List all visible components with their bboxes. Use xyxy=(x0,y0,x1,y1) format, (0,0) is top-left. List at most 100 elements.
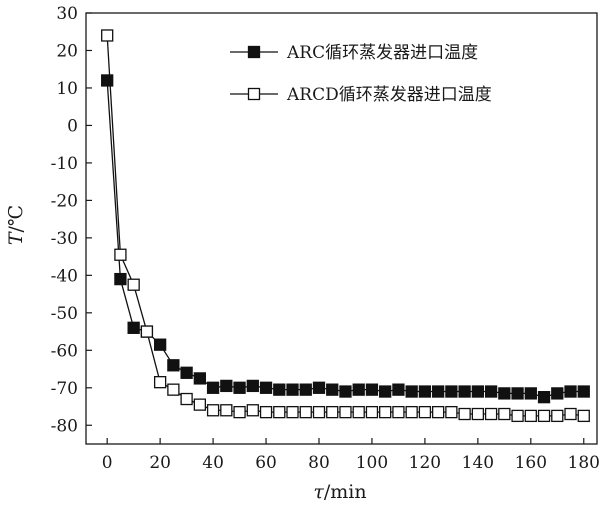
series-1-point xyxy=(339,385,352,398)
series-2-point xyxy=(418,405,432,419)
y-tick-label: -60 xyxy=(51,341,78,361)
series-1-point xyxy=(246,379,259,393)
series-2-point xyxy=(312,405,326,419)
series-2-point xyxy=(484,407,498,421)
series-1-point xyxy=(458,385,471,398)
series-2-point xyxy=(273,405,286,419)
x-axis-label-var: τ xyxy=(313,481,324,503)
series-1-point xyxy=(193,372,206,385)
series-1-point xyxy=(206,381,220,394)
series-1-point xyxy=(352,383,365,396)
series-2-point xyxy=(259,405,273,419)
x-tick-label: 100 xyxy=(356,453,388,473)
legend-marker xyxy=(247,87,261,101)
series-2-point xyxy=(352,405,365,419)
series-1-point xyxy=(299,383,312,396)
series-1-line xyxy=(106,80,584,398)
y-tick-label: -30 xyxy=(51,229,78,249)
x-axis: 0 20 40 60 80 100 120 140 160 180 xyxy=(102,438,600,473)
series-2-point xyxy=(405,405,418,419)
y-axis-label-var: T xyxy=(5,231,27,245)
series-2-point xyxy=(431,405,445,419)
y-tick-label: -10 xyxy=(51,154,78,174)
y-tick-label: -80 xyxy=(51,416,78,436)
x-tick-label: 60 xyxy=(255,453,277,473)
series-1-point xyxy=(511,387,524,400)
series-2-point xyxy=(101,29,114,42)
plot-frame xyxy=(85,12,598,445)
series-2-point xyxy=(551,409,564,423)
legend-item-1: ARC循环蒸发器进口温度 xyxy=(230,43,478,63)
series-1-point xyxy=(220,379,233,393)
x-tick-label: 40 xyxy=(202,453,224,473)
y-tick-label: 0 xyxy=(67,116,78,136)
series-2 xyxy=(101,29,590,423)
series-1-point xyxy=(484,385,498,398)
series-2-point xyxy=(458,407,471,421)
series-2-point xyxy=(498,407,511,421)
y-tick-label: -70 xyxy=(51,379,78,399)
series-2-point xyxy=(577,409,590,423)
x-tick-label: 0 xyxy=(102,453,113,473)
series-2-point xyxy=(167,383,180,396)
series-2-point xyxy=(114,248,127,261)
series-1-point xyxy=(127,321,140,334)
y-axis: 30 20 10 0 -10 -20 -30 -40 -50 -60 -70 -80 xyxy=(51,4,92,436)
series-2-point xyxy=(153,376,167,389)
series-1-point xyxy=(114,272,127,286)
x-tick-label: 180 xyxy=(568,453,600,473)
series-2-point xyxy=(471,407,485,421)
series-1-point xyxy=(577,385,590,398)
series-1-point xyxy=(445,385,458,398)
series-2-point xyxy=(564,407,577,421)
legend-marker xyxy=(247,45,261,59)
series-2-point xyxy=(339,405,352,419)
x-tick-label: 140 xyxy=(462,453,494,473)
x-axis-label-unit: /min xyxy=(324,481,367,503)
series-1-point xyxy=(498,387,511,400)
legend: ARC循环蒸发器进口温度 ARCD循环蒸发器进口温度 xyxy=(230,43,492,105)
series-1 xyxy=(101,74,590,404)
series-2-point xyxy=(379,405,392,419)
x-tick-label: 160 xyxy=(515,453,547,473)
series-1-point xyxy=(379,385,392,398)
series-2-point xyxy=(233,405,246,419)
series-2-point xyxy=(326,405,339,419)
series-2-point xyxy=(220,404,233,417)
series-2-point xyxy=(392,405,405,419)
series-1-point xyxy=(101,74,114,87)
legend-label: ARC循环蒸发器进口温度 xyxy=(286,43,478,63)
series-1-point xyxy=(180,366,193,379)
series-layer xyxy=(101,29,590,423)
series-2-point xyxy=(511,409,524,423)
series-1-point xyxy=(286,383,299,396)
x-axis-label: τ/min xyxy=(313,481,366,503)
y-axis-label: T/℃ xyxy=(5,205,27,245)
series-1-point xyxy=(167,359,180,372)
series-2-point xyxy=(127,278,140,291)
series-1-point xyxy=(405,385,418,398)
series-2-point xyxy=(206,404,220,417)
series-1-point xyxy=(259,381,273,394)
series-1-point xyxy=(153,338,167,351)
series-2-point xyxy=(365,405,379,419)
series-1-point xyxy=(537,391,551,404)
series-2-point xyxy=(140,325,154,338)
series-2-point xyxy=(193,398,206,411)
series-1-point xyxy=(365,383,379,396)
series-2-point xyxy=(246,404,259,417)
series-2-point xyxy=(286,405,299,419)
y-tick-label: -50 xyxy=(51,304,78,324)
series-2-point xyxy=(537,409,551,423)
x-tick-label: 120 xyxy=(409,453,441,473)
legend-label: ARCD循环蒸发器进口温度 xyxy=(286,85,492,105)
series-1-point xyxy=(551,387,564,400)
series-2-point xyxy=(445,405,458,419)
x-tick-label: 20 xyxy=(149,453,171,473)
series-2-point xyxy=(299,405,312,419)
series-1-point xyxy=(431,385,445,398)
y-tick-label: -20 xyxy=(51,191,78,211)
series-1-point xyxy=(471,385,485,398)
y-tick-label: 20 xyxy=(56,41,78,61)
